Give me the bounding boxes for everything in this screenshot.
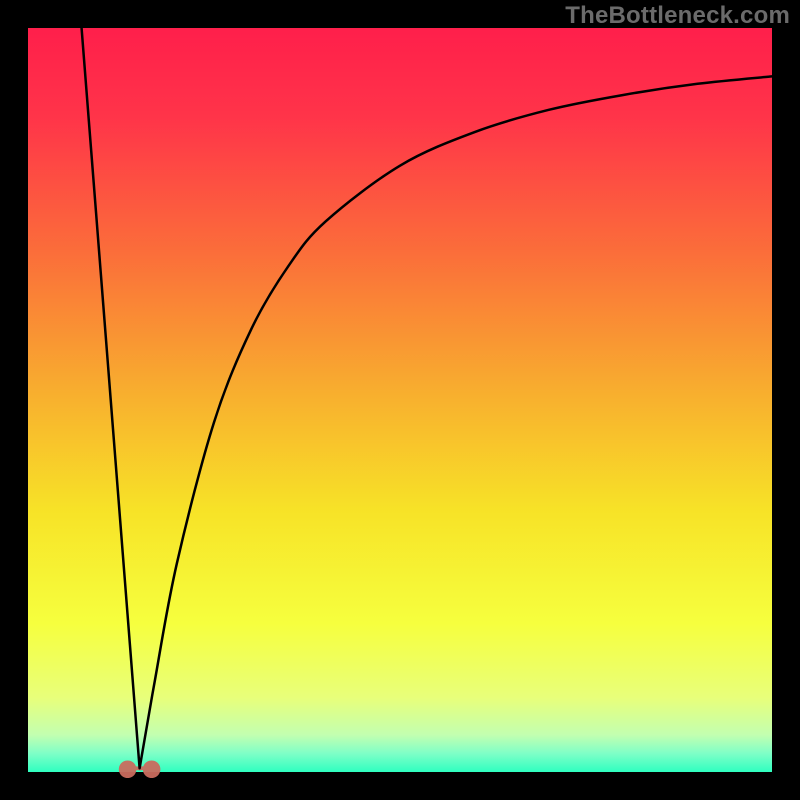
bottleneck-chart: TheBottleneck.com [0, 0, 800, 800]
chart-plot-area [28, 28, 772, 772]
chart-canvas [0, 0, 800, 800]
watermark-text: TheBottleneck.com [565, 2, 790, 30]
